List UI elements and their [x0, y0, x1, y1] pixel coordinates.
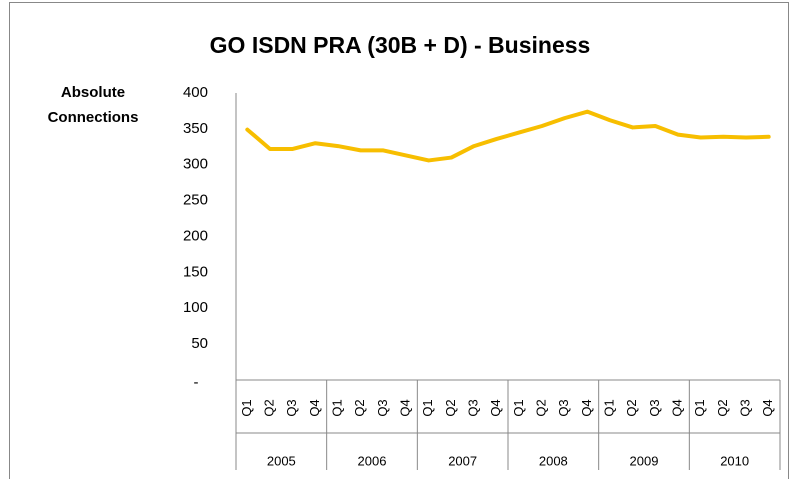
y-tick-label: 400	[183, 84, 208, 101]
x-tick-label: Q1	[601, 399, 616, 416]
x-tick-label: Q3	[465, 399, 480, 416]
x-tick-label: Q1	[329, 399, 344, 416]
x-tick-label: Q3	[375, 399, 390, 416]
y-tick-label: 50	[191, 335, 208, 352]
x-group-label: 2005	[267, 453, 296, 468]
y-tick-label: 100	[183, 299, 208, 316]
x-tick-label: Q1	[511, 399, 526, 416]
y-tick-label: -	[194, 374, 199, 391]
x-tick-label: Q4	[669, 399, 684, 416]
chart-frame	[9, 2, 789, 484]
x-tick-label: Q2	[261, 399, 276, 416]
x-tick-label: Q2	[715, 399, 730, 416]
y-tick-label: 150	[183, 263, 208, 280]
x-tick-label: Q3	[284, 399, 299, 416]
x-tick-label: Q4	[307, 399, 322, 416]
x-tick-label: Q4	[760, 399, 775, 416]
x-group-label: 2007	[448, 453, 477, 468]
y-axis-label: Connections	[48, 109, 139, 126]
chart-title: GO ISDN PRA (30B + D) - Business	[210, 32, 591, 58]
x-tick-label: Q3	[647, 399, 662, 416]
y-tick-label: 350	[183, 120, 208, 137]
y-axis-label: Absolute	[61, 84, 125, 101]
series-line	[245, 109, 771, 163]
x-group-label: 2008	[539, 453, 568, 468]
x-tick-label: Q1	[692, 399, 707, 416]
x-tick-label: Q4	[397, 399, 412, 416]
x-tick-label: Q2	[624, 399, 639, 416]
x-group-label: 2009	[630, 453, 659, 468]
x-tick-label: Q4	[579, 399, 594, 416]
x-tick-label: Q3	[737, 399, 752, 416]
x-tick-label: Q3	[556, 399, 571, 416]
x-tick-label: Q2	[443, 399, 458, 416]
x-tick-label: Q4	[488, 399, 503, 416]
x-tick-label: Q2	[352, 399, 367, 416]
x-tick-label: Q1	[239, 399, 254, 416]
x-tick-label: Q2	[533, 399, 548, 416]
x-tick-label: Q1	[420, 399, 435, 416]
y-tick-label: 250	[183, 192, 208, 209]
y-tick-label: 200	[183, 227, 208, 244]
x-group-label: 2006	[358, 453, 387, 468]
x-group-label: 2010	[720, 453, 749, 468]
y-tick-label: 300	[183, 156, 208, 173]
